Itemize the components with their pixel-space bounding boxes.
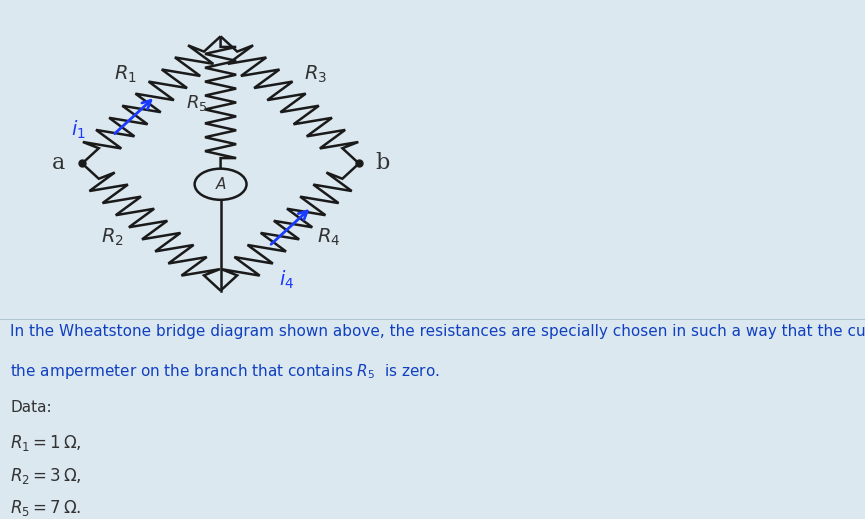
Circle shape — [195, 169, 247, 200]
Text: $R_5 = 7\,\Omega.$: $R_5 = 7\,\Omega.$ — [10, 498, 81, 518]
Text: b: b — [375, 153, 389, 174]
Text: A: A — [215, 177, 226, 192]
Text: $i_1$: $i_1$ — [71, 119, 86, 142]
Text: a: a — [52, 153, 66, 174]
Text: $R_1$: $R_1$ — [114, 63, 137, 85]
Text: $R_2 = 3\,\Omega,$: $R_2 = 3\,\Omega,$ — [10, 466, 82, 486]
Text: $R_3$: $R_3$ — [304, 63, 327, 85]
Text: Data:: Data: — [10, 400, 52, 415]
Text: $R_2$: $R_2$ — [101, 227, 124, 248]
Text: the ampermeter on the branch that contains $R_5$  is zero.: the ampermeter on the branch that contai… — [10, 362, 440, 381]
Text: $i_4$: $i_4$ — [279, 269, 294, 291]
Text: $R_4$: $R_4$ — [317, 227, 341, 248]
Text: In the Wheatstone bridge diagram shown above, the resistances are specially chos: In the Wheatstone bridge diagram shown a… — [10, 324, 865, 339]
Text: $R_1 = 1\,\Omega,$: $R_1 = 1\,\Omega,$ — [10, 433, 82, 454]
Text: $R_5$: $R_5$ — [186, 92, 207, 113]
